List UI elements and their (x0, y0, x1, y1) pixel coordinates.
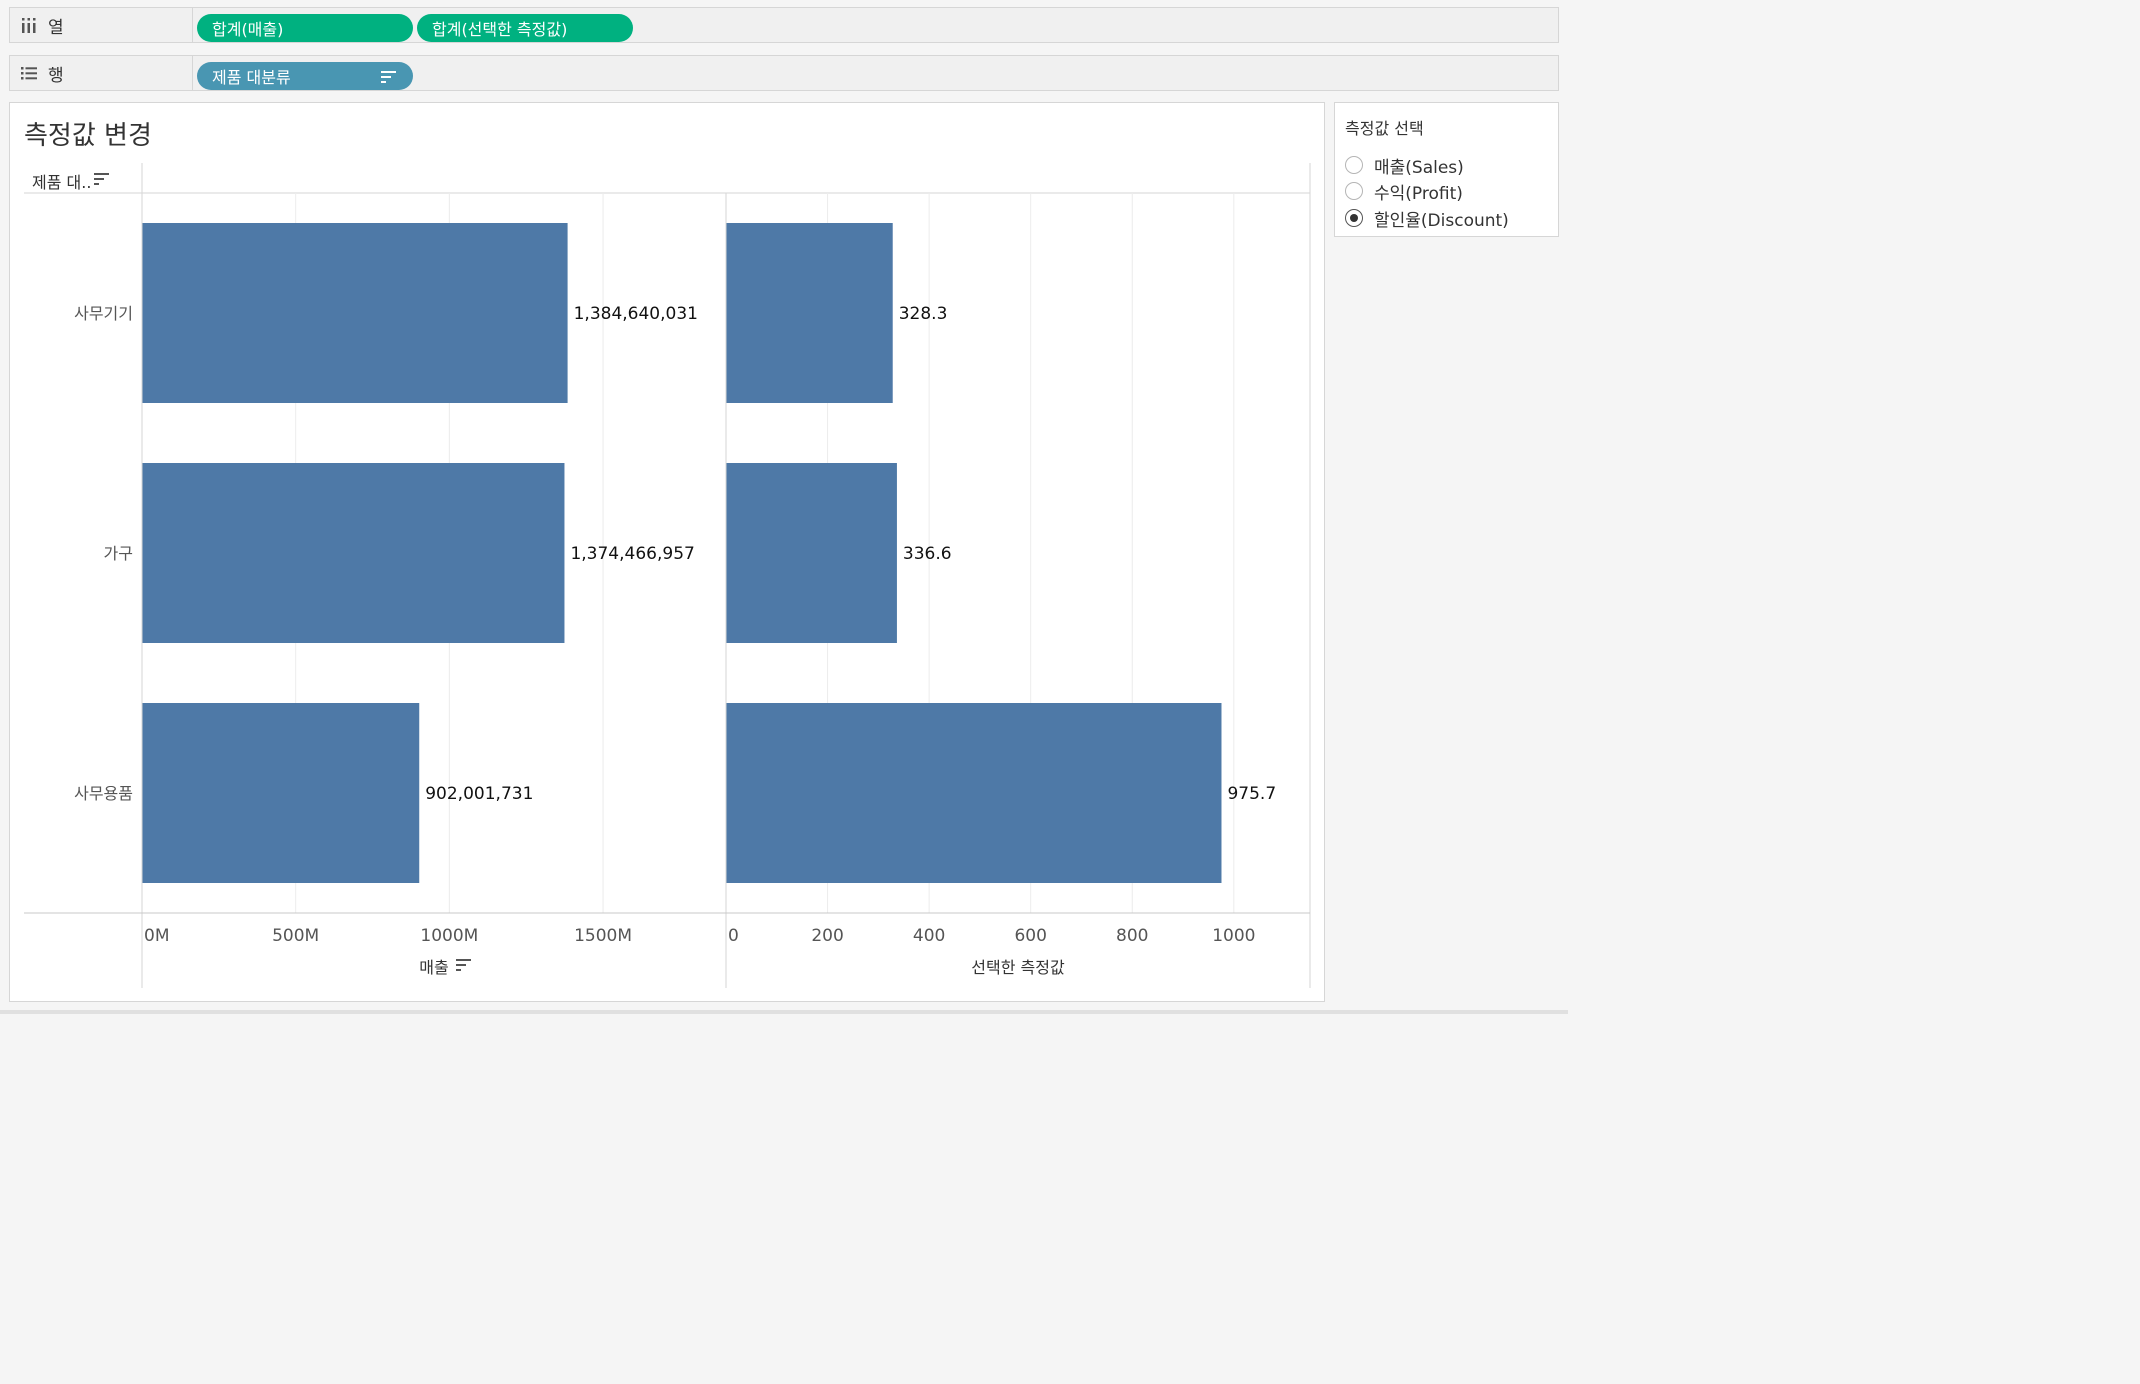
radio-sales-label: 매출(Sales) (1374, 157, 1464, 178)
bar (726, 703, 1222, 883)
axis-tick-label: 1000 (1212, 926, 1255, 946)
rows-shelf: 행 제품 대분류 (9, 55, 1559, 91)
pill-sum-sales-label: 합계(매출) (212, 20, 284, 39)
row-header-label: 제품 대.. (32, 173, 91, 192)
category-label: 사무용품 (74, 784, 133, 803)
bar-value-label: 1,384,640,031 (574, 304, 698, 324)
axis-title: 매출 (419, 958, 448, 977)
view-title: 측정값 변경 (24, 121, 152, 151)
pill-product-category-label: 제품 대분류 (212, 68, 291, 87)
columns-icon (20, 16, 38, 34)
rows-label-text: 행 (48, 65, 64, 86)
category-label: 가구 (104, 544, 133, 563)
sort-icon-bar (94, 173, 109, 175)
pill-sum-selected-measure-label: 합계(선택한 측정값) (432, 20, 568, 39)
axis-title: 선택한 측정값 (971, 958, 1065, 977)
bar (142, 463, 565, 643)
pill-product-category[interactable]: 제품 대분류 (197, 62, 413, 90)
radio-sales-indicator[interactable] (1345, 156, 1363, 174)
worksheet-view: 측정값 변경 제품 대.. 1,384,640,031 1,374,466,957 9… (9, 102, 1325, 1002)
radio-profit[interactable]: 수익(Profit) (1345, 180, 1463, 204)
radio-sales[interactable]: 매출(Sales) (1345, 154, 1464, 178)
bar (726, 223, 893, 403)
bar-value-label: 1,374,466,957 (570, 544, 694, 564)
axis-tick-label: 1000M (420, 926, 478, 946)
radio-discount-label: 할인율(Discount) (1374, 210, 1509, 231)
sort-icon-bar (456, 969, 461, 971)
bar-value-label: 902,001,731 (425, 784, 533, 804)
radio-discount-indicator[interactable] (1345, 209, 1363, 227)
bar (142, 223, 568, 403)
sort-icon-bar (94, 183, 99, 185)
columns-label-text: 열 (48, 17, 64, 38)
axis-tick-label: 500M (272, 926, 319, 946)
axis-sort-icon (456, 959, 471, 971)
columns-shelf-label: 열 (10, 8, 193, 42)
rows-icon (20, 64, 38, 82)
bar (142, 703, 420, 883)
row-header-sort-icon (94, 173, 109, 185)
measure-selector-panel: 측정값 선택 매출(Sales) 수익(Profit) 할인율(Discount… (1334, 102, 1559, 237)
bar-value-label: 975.7 (1227, 784, 1276, 804)
sort-icon-bar (456, 959, 471, 961)
axis-tick-label: 0 (728, 926, 739, 946)
sort-icon-bar (94, 178, 104, 180)
pill-sum-sales[interactable]: 합계(매출) (197, 14, 413, 42)
sort-icon-bar (456, 964, 466, 966)
rows-shelf-label: 행 (10, 56, 193, 90)
axis-tick-label: 400 (913, 926, 945, 946)
bar-chart: 제품 대.. 1,384,640,031 1,374,466,957 902,001,… (24, 163, 1311, 988)
measure-selector-title: 측정값 선택 (1345, 119, 1424, 138)
axis-tick-label: 0M (144, 926, 169, 946)
radio-profit-label: 수익(Profit) (1374, 183, 1463, 204)
axis-tick-label: 600 (1014, 926, 1046, 946)
sort-descending-icon[interactable] (381, 69, 397, 88)
bar-value-label: 328.3 (899, 304, 948, 324)
pill-sum-selected-measure[interactable]: 합계(선택한 측정값) (417, 14, 633, 42)
columns-shelf: 열 합계(매출) 합계(선택한 측정값) (9, 7, 1559, 43)
bar-value-label: 336.6 (903, 544, 952, 564)
radio-discount[interactable]: 할인율(Discount) (1345, 207, 1509, 231)
axis-tick-label: 200 (811, 926, 843, 946)
bar (726, 463, 897, 643)
radio-profit-indicator[interactable] (1345, 182, 1363, 200)
bottom-divider (0, 1010, 1568, 1014)
category-label: 사무기기 (74, 304, 133, 323)
axis-tick-label: 800 (1116, 926, 1148, 946)
axis-tick-label: 1500M (574, 926, 632, 946)
